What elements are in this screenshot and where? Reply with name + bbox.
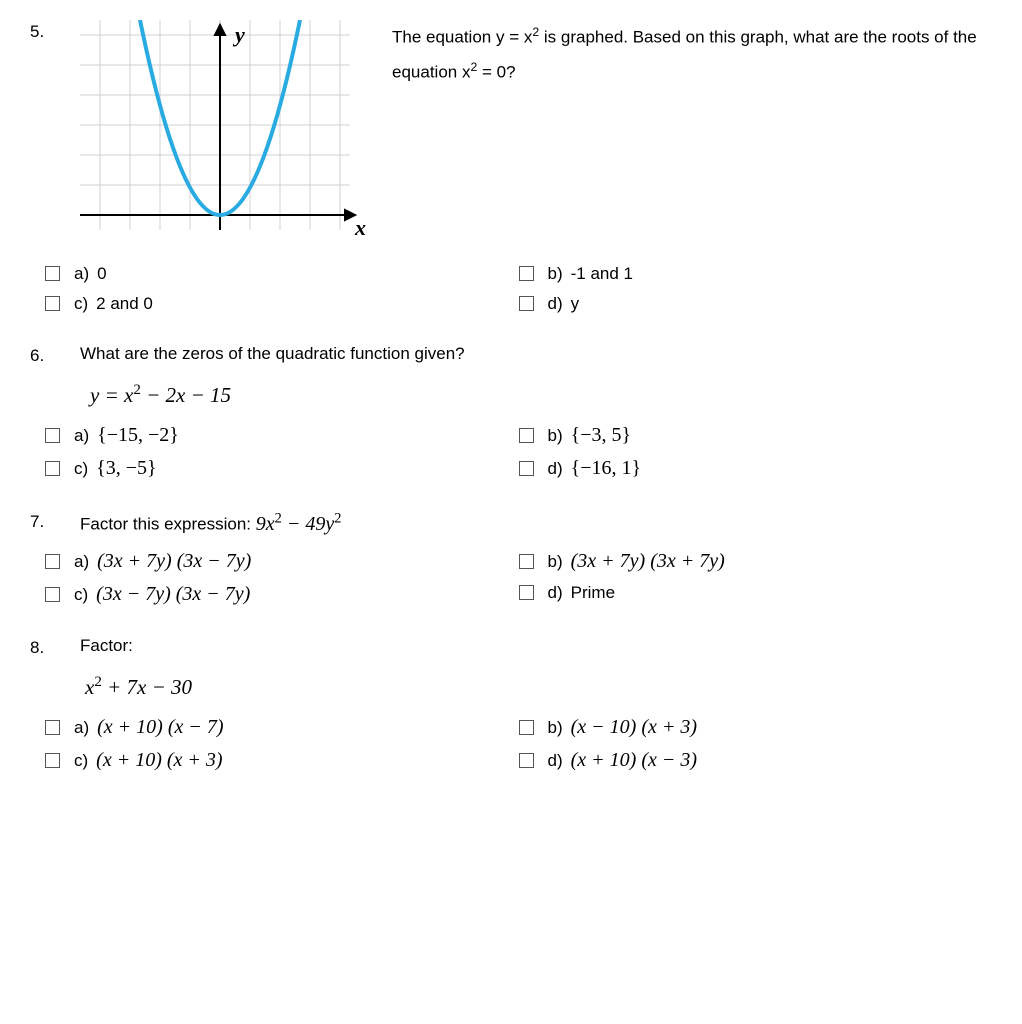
question-8: 8. Factor: x2 + 7x − 30 a) (x + 10) (x −…	[30, 636, 992, 772]
question-6: 6. What are the zeros of the quadratic f…	[30, 344, 992, 480]
checkbox-icon[interactable]	[519, 554, 534, 569]
checkbox-icon[interactable]	[519, 296, 534, 311]
choice-c[interactable]: c) (x + 10) (x + 3)	[45, 749, 519, 772]
checkbox-icon[interactable]	[45, 266, 60, 281]
checkbox-icon[interactable]	[519, 266, 534, 281]
checkbox-icon[interactable]	[519, 720, 534, 735]
choice-d[interactable]: d) Prime	[519, 583, 993, 606]
checkbox-icon[interactable]	[45, 296, 60, 311]
choice-c[interactable]: c) 2 and 0	[45, 294, 519, 314]
question-number: 8.	[30, 636, 80, 658]
question-prompt: What are the zeros of the quadratic func…	[80, 344, 992, 364]
choice-b[interactable]: b) (x − 10) (x + 3)	[519, 716, 993, 739]
checkbox-icon[interactable]	[519, 753, 534, 768]
choice-b[interactable]: b) {−3, 5}	[519, 424, 993, 447]
checkbox-icon[interactable]	[45, 428, 60, 443]
choice-a[interactable]: a) (3x + 7y) (3x − 7y)	[45, 550, 519, 573]
choice-c[interactable]: c) {3, −5}	[45, 457, 519, 480]
x-axis-label: x	[354, 215, 366, 240]
checkbox-icon[interactable]	[45, 587, 60, 602]
checkbox-icon[interactable]	[45, 753, 60, 768]
checkbox-icon[interactable]	[45, 461, 60, 476]
question-7: 7. Factor this expression: 9x2 − 49y2 a)…	[30, 510, 992, 606]
choice-a[interactable]: a) 0	[45, 264, 519, 284]
checkbox-icon[interactable]	[519, 428, 534, 443]
equation: x2 + 7x − 30	[85, 674, 992, 700]
choice-b[interactable]: b) (3x + 7y) (3x + 7y)	[519, 550, 993, 573]
choice-d[interactable]: d) (x + 10) (x − 3)	[519, 749, 993, 772]
checkbox-icon[interactable]	[45, 720, 60, 735]
choice-d[interactable]: d) y	[519, 294, 993, 314]
question-prompt: Factor this expression: 9x2 − 49y2	[80, 510, 992, 536]
question-number: 7.	[30, 510, 80, 532]
equation: y = x2 − 2x − 15	[90, 382, 992, 408]
parabola-graph: y x	[80, 20, 370, 250]
choice-a[interactable]: a) {−15, −2}	[45, 424, 519, 447]
checkbox-icon[interactable]	[519, 585, 534, 600]
choice-b[interactable]: b) -1 and 1	[519, 264, 993, 284]
checkbox-icon[interactable]	[519, 461, 534, 476]
question-number: 5.	[30, 20, 80, 42]
question-5: 5.	[30, 20, 992, 314]
choice-c[interactable]: c) (3x − 7y) (3x − 7y)	[45, 583, 519, 606]
checkbox-icon[interactable]	[45, 554, 60, 569]
question-number: 6.	[30, 344, 80, 366]
question-prompt: The equation y = x2 is graphed. Based on…	[392, 20, 992, 89]
question-prompt: Factor:	[80, 636, 992, 656]
choice-a[interactable]: a) (x + 10) (x − 7)	[45, 716, 519, 739]
choice-d[interactable]: d) {−16, 1}	[519, 457, 993, 480]
